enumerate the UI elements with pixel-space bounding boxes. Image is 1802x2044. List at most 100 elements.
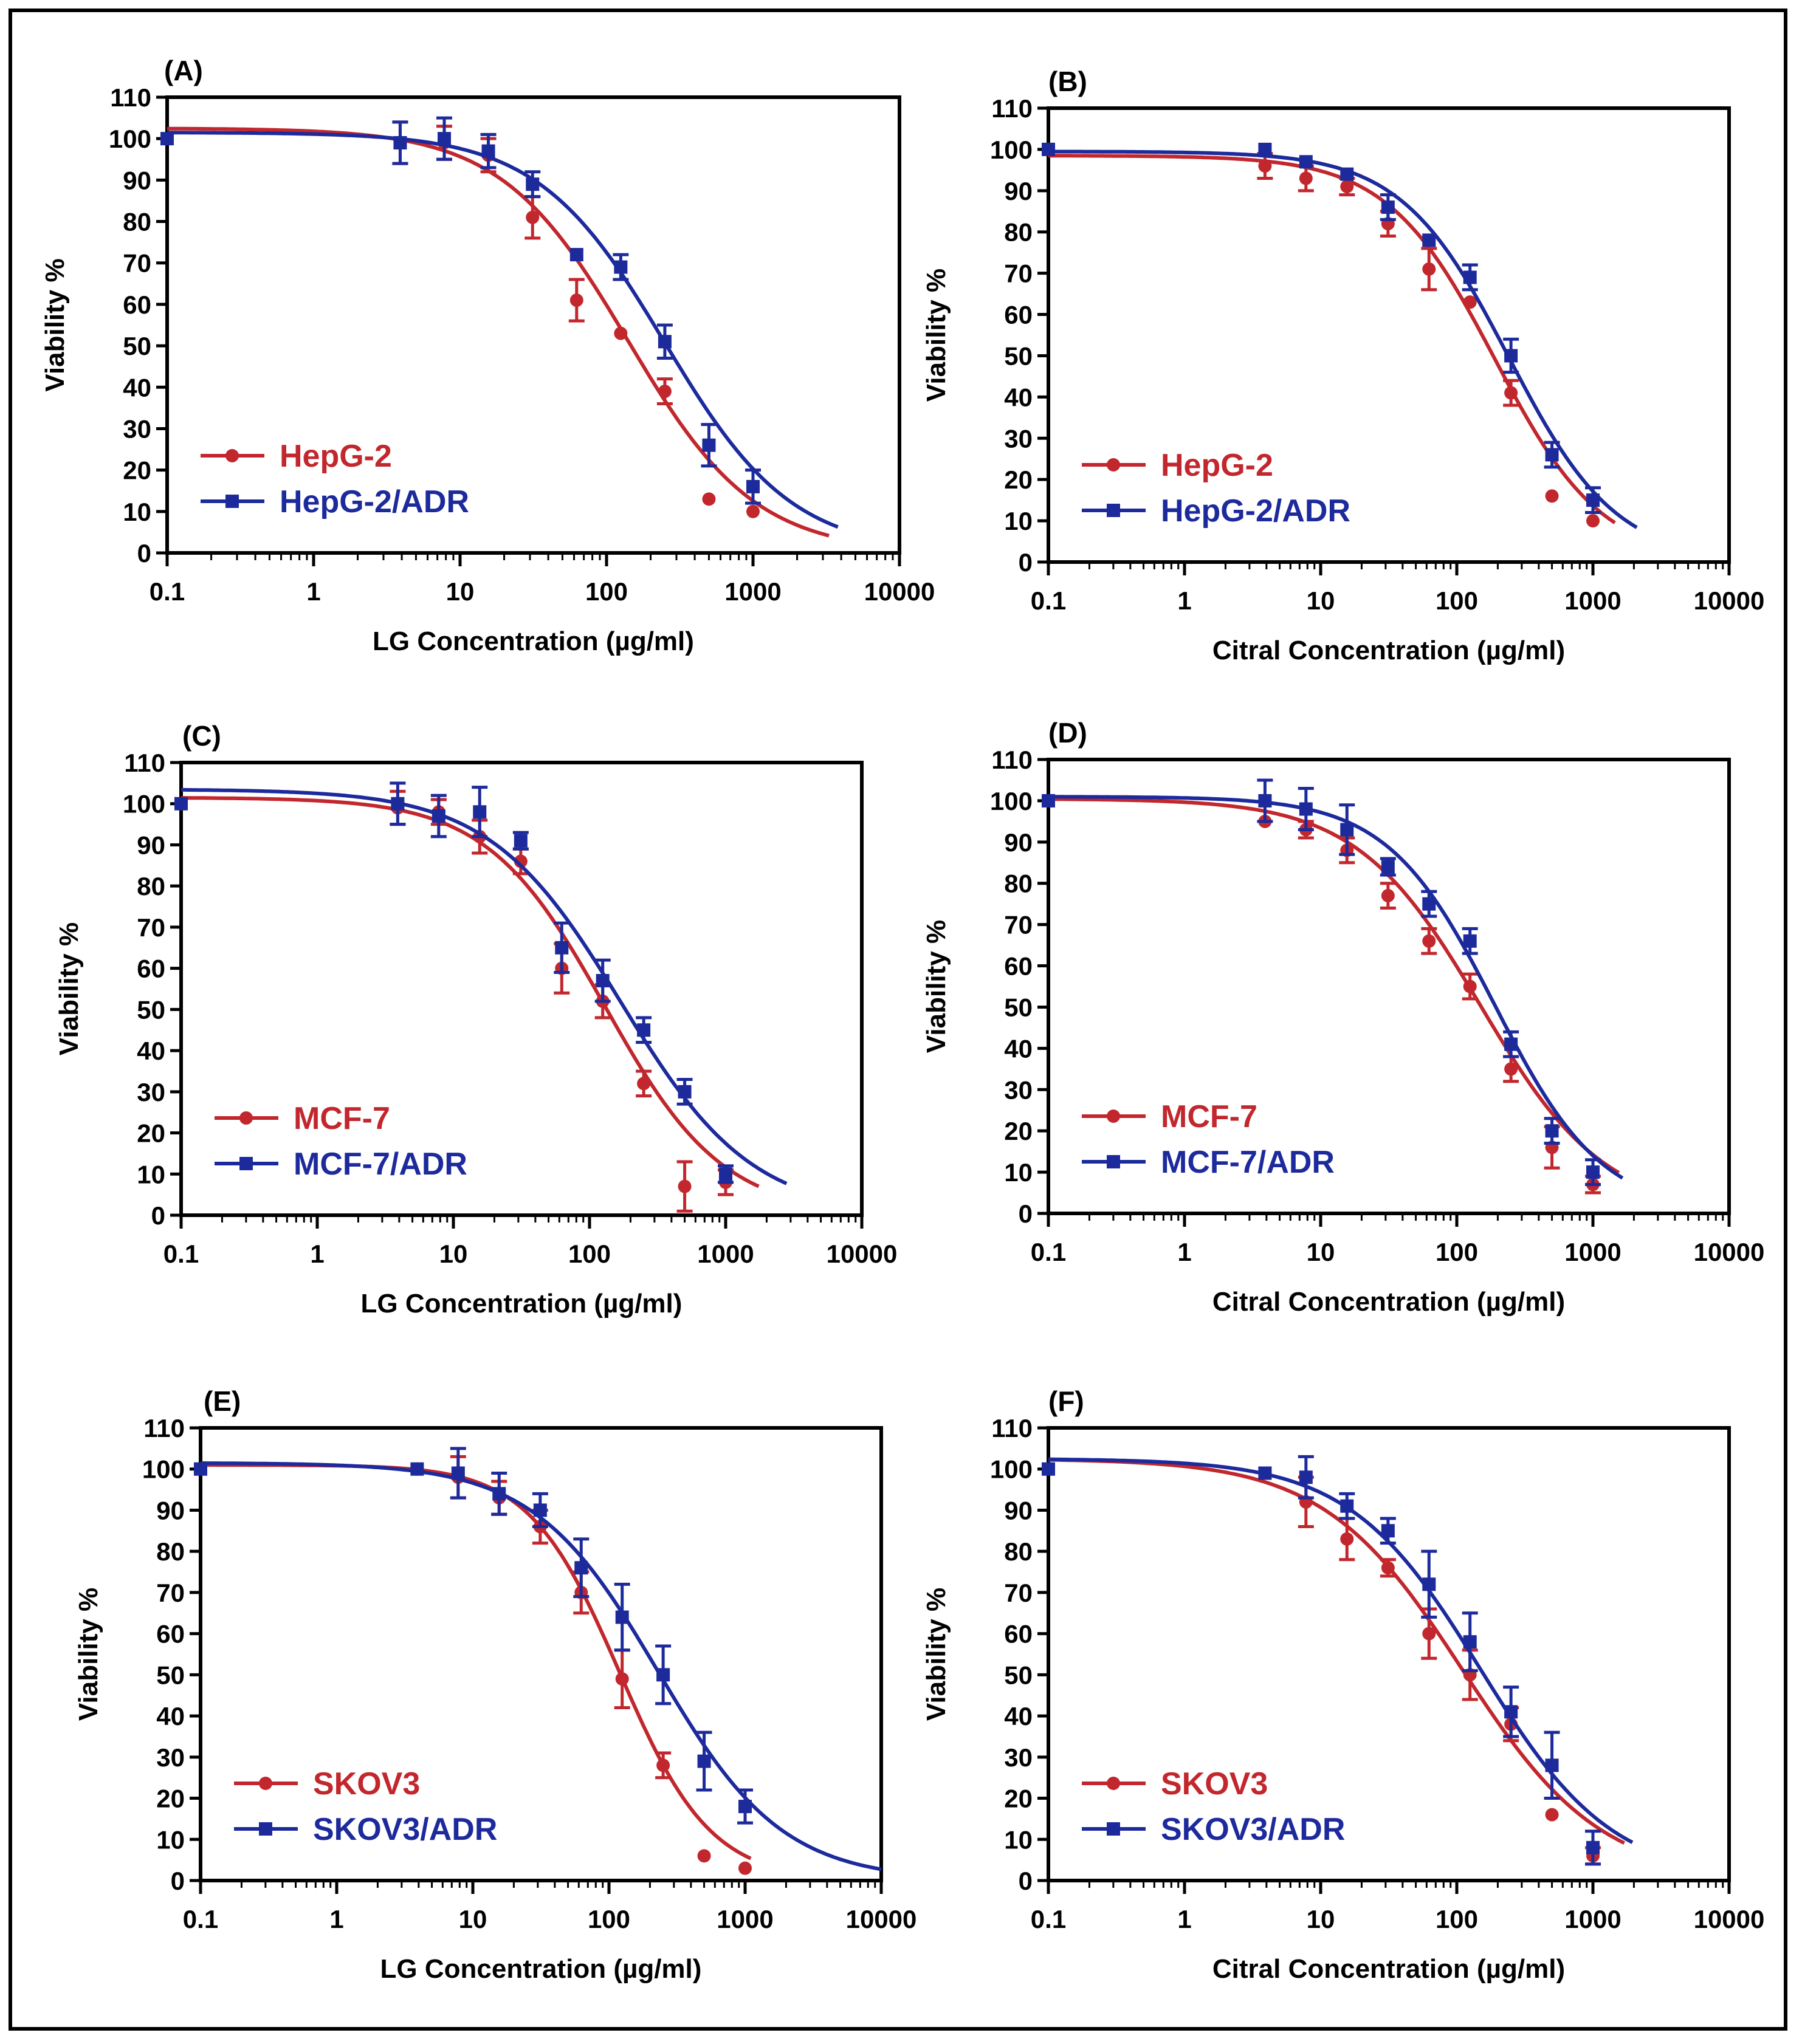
data-point [678,1085,692,1099]
series-mcf-7: MCF-7 [1042,794,1620,1195]
x-tick-label: 10000 [1694,1905,1765,1933]
data-point [1504,1062,1518,1076]
fit-curve [1048,149,1638,529]
y-tick-label: 50 [1004,341,1033,370]
y-tick-label: 110 [143,1414,185,1442]
y-tick-label: 20 [1004,1785,1033,1813]
data-point [596,973,610,987]
y-tick-label: 40 [1004,1702,1033,1730]
y-tick-label: 100 [123,790,165,818]
data-point [533,1503,547,1517]
x-tick-label: 100 [1436,1238,1478,1266]
panel-label: (E) [204,1385,241,1417]
data-point [738,1800,752,1814]
y-tick-label: 70 [1004,911,1033,939]
x-tick-label: 0.1 [183,1905,218,1933]
x-tick-label: 0.1 [1031,1905,1066,1933]
y-tick-label: 50 [123,332,151,360]
y-tick-label: 40 [137,1037,165,1065]
x-tick-label: 100 [1436,1905,1478,1933]
data-point [746,504,760,518]
y-tick-label: 100 [142,1455,185,1484]
x-tick-label: 1000 [1564,1238,1621,1266]
x-tick-label: 10000 [864,577,935,606]
x-axis-title: Citral Concentration (µg/ml) [1212,1287,1565,1317]
x-tick-label: 1 [1177,586,1191,615]
y-tick-label: 110 [991,746,1033,774]
legend-marker [225,449,239,462]
y-tick-label: 10 [137,1160,165,1188]
data-point [514,834,528,848]
x-axis-title: LG Concentration (µg/ml) [361,1289,683,1319]
y-tick-label: 50 [1004,1661,1033,1689]
data-point [160,132,174,146]
data-point [697,1849,711,1863]
x-tick-label: 10 [459,1905,487,1933]
y-axis-title: Viability % [40,258,70,391]
y-tick-label: 30 [1004,424,1033,453]
legend-marker [1107,1777,1120,1790]
data-point [1463,1635,1477,1649]
y-tick-label: 40 [156,1702,185,1730]
plot-frame [1047,758,1731,1215]
plot-frame [179,761,864,1217]
data-point [746,479,760,493]
x-tick-label: 10 [1307,1905,1335,1933]
legend-label: HepG-2/ADR [1161,493,1350,529]
x-tick-label: 1 [306,577,320,606]
data-point [1422,934,1436,948]
plot-frame [1047,1426,1731,1882]
panel-label: (C) [182,720,221,752]
x-tick-label: 100 [585,577,628,606]
data-point [1258,159,1272,173]
data-point [614,260,628,274]
x-tick-label: 10000 [827,1240,898,1268]
legend-label: SKOV3 [313,1766,420,1802]
series-skov3: SKOV3 [1042,1458,1625,1866]
y-tick-label: 60 [137,955,165,983]
y-tick-label: 20 [137,1119,165,1148]
legend-marker [1107,1155,1120,1168]
x-axis-title: Citral Concentration (µg/ml) [1212,636,1565,665]
data-point [1463,934,1477,948]
y-tick-label: 20 [123,456,151,485]
data-point [658,335,672,349]
series-mcf-7-adr: MCF-7/ADR [174,781,788,1185]
y-tick-label: 60 [1004,1620,1033,1648]
series-hepg-2: HepG-2 [1042,142,1616,528]
y-tick-label: 80 [1004,218,1033,247]
panel-label: (F) [1048,1385,1084,1417]
y-tick-label: 50 [1004,993,1033,1021]
data-point [1422,262,1436,276]
y-tick-label: 0 [1019,1867,1033,1895]
data-point [1340,180,1354,194]
y-tick-label: 90 [123,166,151,194]
data-point [492,1487,506,1501]
legend-marker [225,495,239,508]
fit-curve [181,796,760,1188]
data-point [1042,1462,1055,1476]
x-axis-title: Citral Concentration (µg/ml) [1212,1954,1565,1984]
y-axis-title: Viability % [921,920,951,1053]
fit-curve [201,1463,752,1861]
y-tick-label: 30 [1004,1075,1033,1104]
data-point [1299,802,1313,816]
data-point [1258,142,1272,156]
data-point [526,210,540,224]
fit-curve [181,787,788,1185]
data-point [473,805,487,819]
x-tick-label: 100 [588,1905,630,1933]
y-tick-label: 50 [137,995,165,1024]
data-point [1545,489,1559,503]
data-point [432,809,445,823]
plot-frame [165,95,901,555]
x-tick-label: 1000 [724,577,781,606]
data-point [1340,1532,1354,1546]
y-tick-label: 0 [1019,1199,1033,1228]
data-point [1422,1627,1436,1641]
data-point [1381,889,1395,903]
